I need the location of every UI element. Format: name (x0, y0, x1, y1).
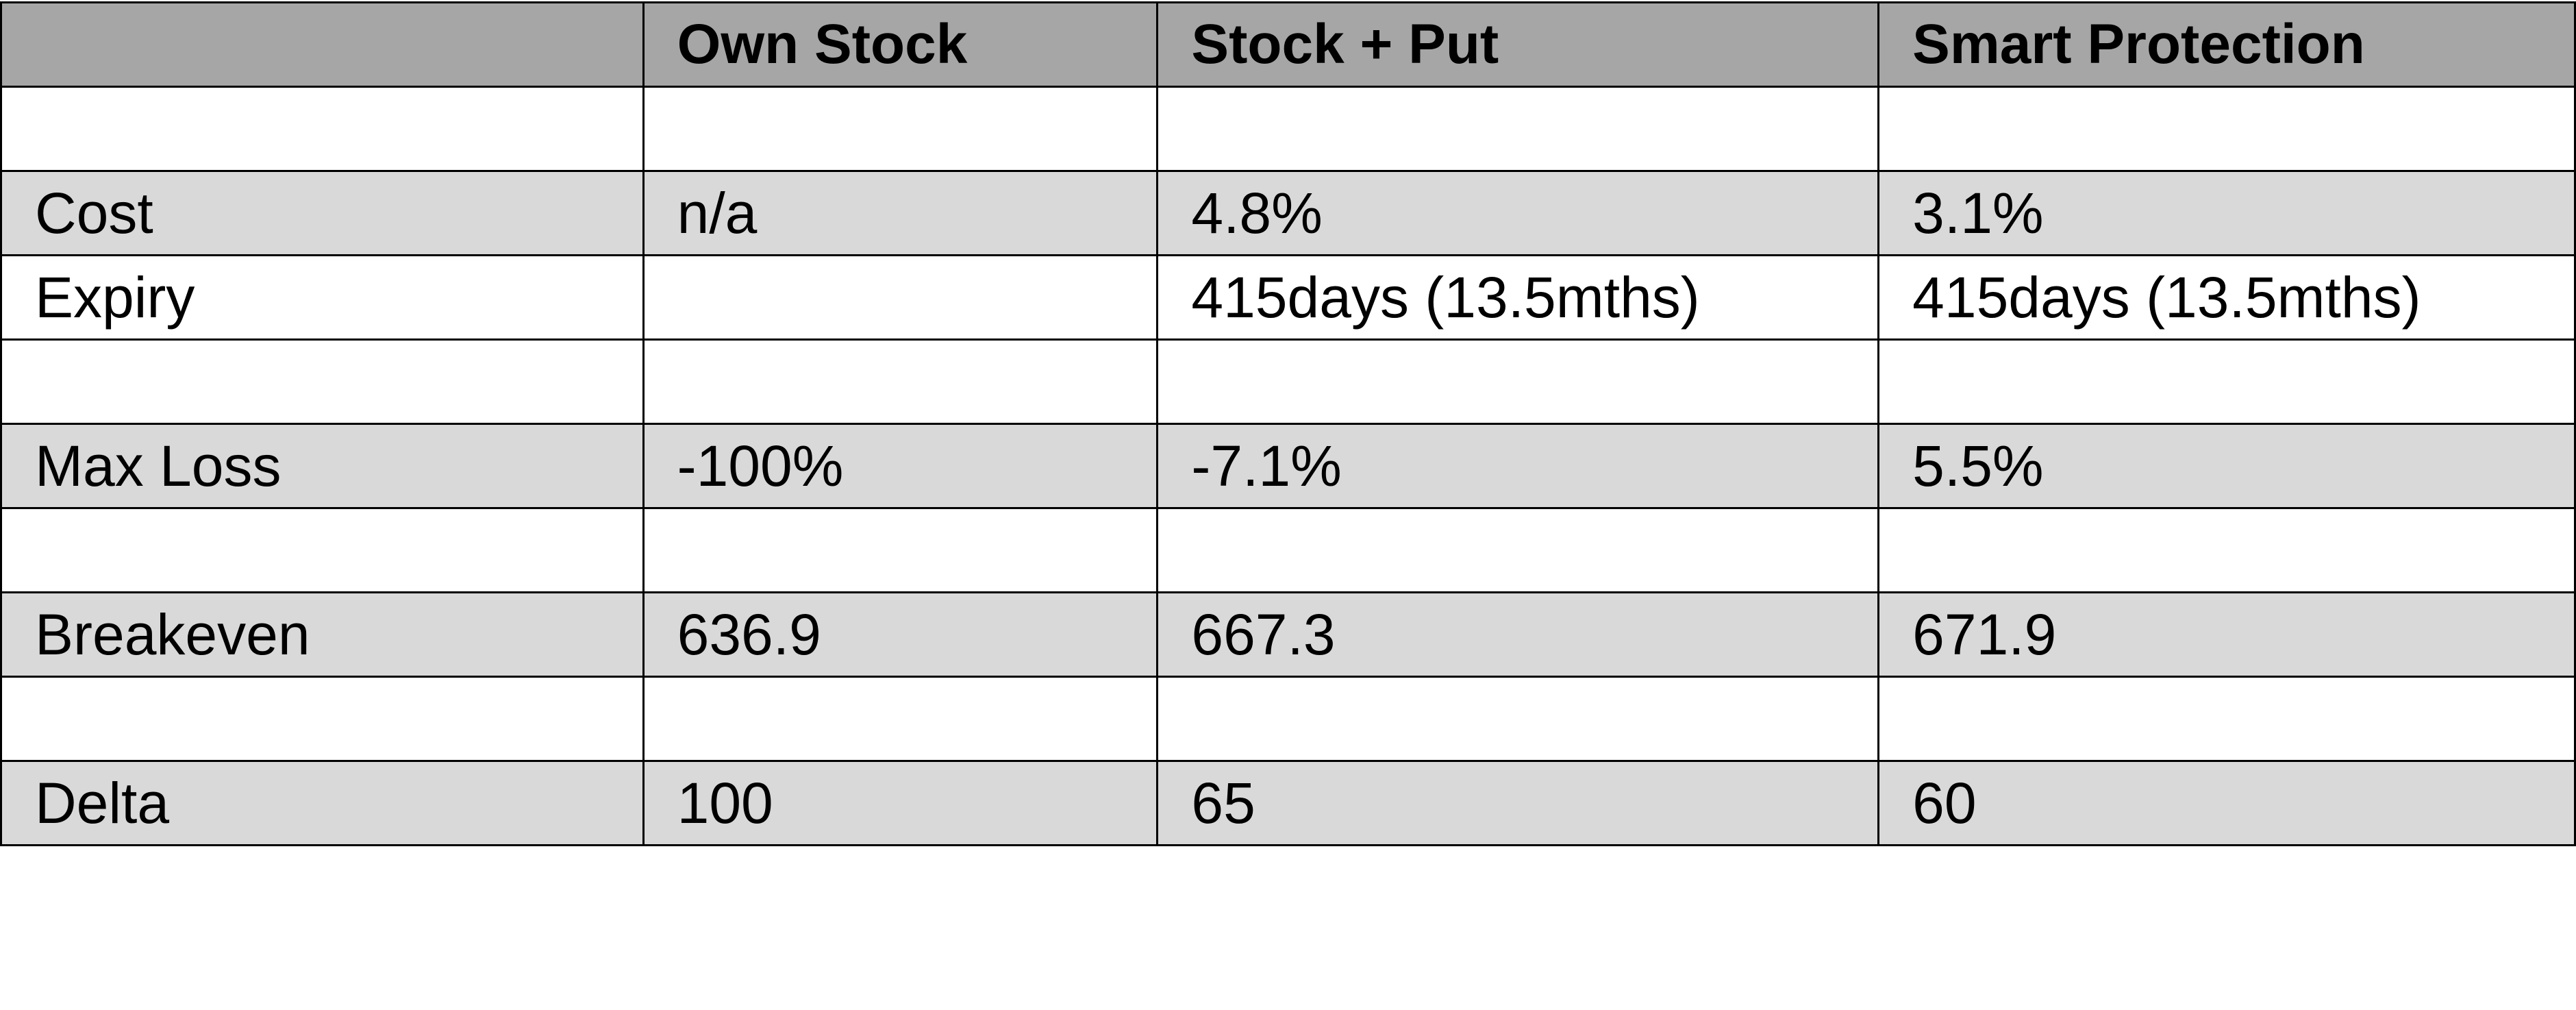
comparison-table: Own Stock Stock + Put Smart Protection C… (0, 1, 2576, 846)
cell: 3.1% (1877, 170, 2576, 256)
row-label: Expiry (0, 254, 645, 341)
row-label: Delta (0, 760, 645, 846)
row: Expiry 415days (13.5mths) 415days (13.5m… (0, 254, 2576, 341)
row: Delta 100 65 60 (0, 760, 2576, 846)
blank-row (0, 86, 2576, 172)
row: Max Loss -100% -7.1% 5.5% (0, 423, 2576, 509)
cell: 415days (13.5mths) (1877, 254, 2576, 341)
header-cell (0, 1, 645, 88)
cell (642, 254, 1159, 341)
header-cell: Smart Protection (1877, 1, 2576, 88)
row: Breakeven 636.9 667.3 671.9 (0, 591, 2576, 678)
cell: -7.1% (1156, 423, 1880, 509)
cell: -100% (642, 423, 1159, 509)
row: Cost n/a 4.8% 3.1% (0, 170, 2576, 256)
cell: 415days (13.5mths) (1156, 254, 1880, 341)
blank-row (0, 507, 2576, 593)
cell: 667.3 (1156, 591, 1880, 678)
header-cell: Stock + Put (1156, 1, 1880, 88)
cell: 4.8% (1156, 170, 1880, 256)
row-label: Breakeven (0, 591, 645, 678)
header-cell: Own Stock (642, 1, 1159, 88)
cell: 60 (1877, 760, 2576, 846)
header-row: Own Stock Stock + Put Smart Protection (0, 1, 2576, 88)
row-label: Max Loss (0, 423, 645, 509)
cell: 671.9 (1877, 591, 2576, 678)
blank-row (0, 338, 2576, 425)
blank-row (0, 676, 2576, 762)
cell: 100 (642, 760, 1159, 846)
row-label: Cost (0, 170, 645, 256)
cell: n/a (642, 170, 1159, 256)
cell: 636.9 (642, 591, 1159, 678)
cell: 65 (1156, 760, 1880, 846)
cell: 5.5% (1877, 423, 2576, 509)
